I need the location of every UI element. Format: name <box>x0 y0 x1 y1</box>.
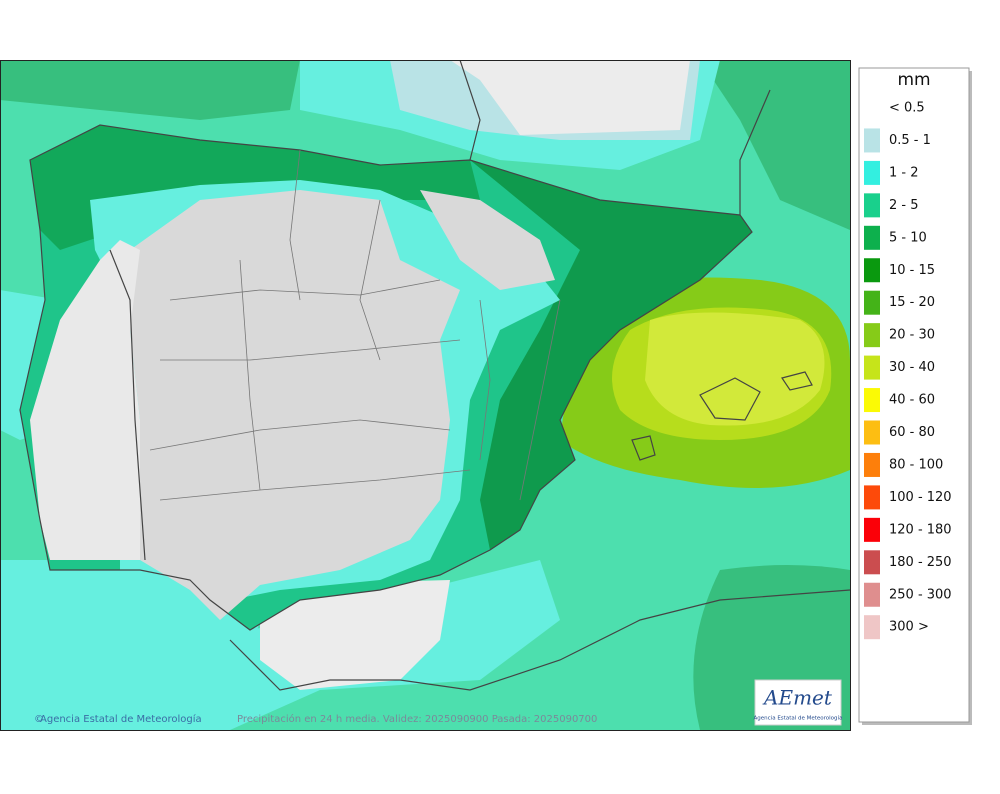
legend-swatch <box>864 258 880 283</box>
legend-label: 250 - 300 <box>889 587 952 602</box>
legend-swatch <box>864 128 880 153</box>
legend-label: 300 > <box>889 620 929 635</box>
legend-label: 1 - 2 <box>889 165 919 180</box>
logo-subtitle: Agencia Estatal de Meteorología <box>754 715 843 722</box>
legend-swatch <box>864 517 880 542</box>
legend-swatch <box>864 582 880 607</box>
borders <box>19 60 850 691</box>
legend-items: < 0.5 0.5 - 1 1 - 2 2 - 5 5 - 10 10 - 15 15 - … <box>864 101 952 640</box>
legend-swatch <box>864 388 880 413</box>
legend-label: < 0.5 <box>889 101 925 116</box>
legend-label: 15 - 20 <box>889 295 935 310</box>
legend-label: 2 - 5 <box>889 198 919 213</box>
credit-symbol: © <box>34 714 44 725</box>
legend-label: 10 - 15 <box>889 263 935 278</box>
legend-unit: mm <box>897 70 930 90</box>
logo-box <box>754 679 842 726</box>
map-frame <box>0 60 851 731</box>
legend-label: 60 - 80 <box>889 425 935 440</box>
legend-swatch <box>864 615 880 640</box>
legend-swatch <box>864 225 880 250</box>
legend-swatch <box>864 452 880 477</box>
legend-swatch <box>864 193 880 218</box>
legend-swatch <box>864 290 880 315</box>
credit: Agencia Estatal de Meteorología <box>40 713 202 725</box>
logo-name: AEmet <box>762 686 833 710</box>
legend-label: 5 - 10 <box>889 230 927 245</box>
legend-label: 0.5 - 1 <box>889 133 931 148</box>
caption: Precipitación en 24 h media. Validez: 20… <box>237 713 597 725</box>
legend-swatch <box>864 160 880 185</box>
legend-swatch <box>864 420 880 445</box>
legend-label: 80 - 100 <box>889 457 943 472</box>
legend-swatch <box>864 485 880 510</box>
legend-swatch <box>864 550 880 575</box>
legend-label: 180 - 250 <box>889 555 952 570</box>
legend-swatch <box>864 355 880 380</box>
legend-label: 100 - 120 <box>889 490 952 505</box>
map <box>0 60 850 730</box>
legend-label: 120 - 180 <box>889 522 952 537</box>
legend-label: 20 - 30 <box>889 328 935 343</box>
legend-label: 30 - 40 <box>889 360 935 375</box>
regions <box>149 149 561 501</box>
legend-swatch <box>864 323 880 348</box>
legend-label: 40 - 60 <box>889 393 935 408</box>
